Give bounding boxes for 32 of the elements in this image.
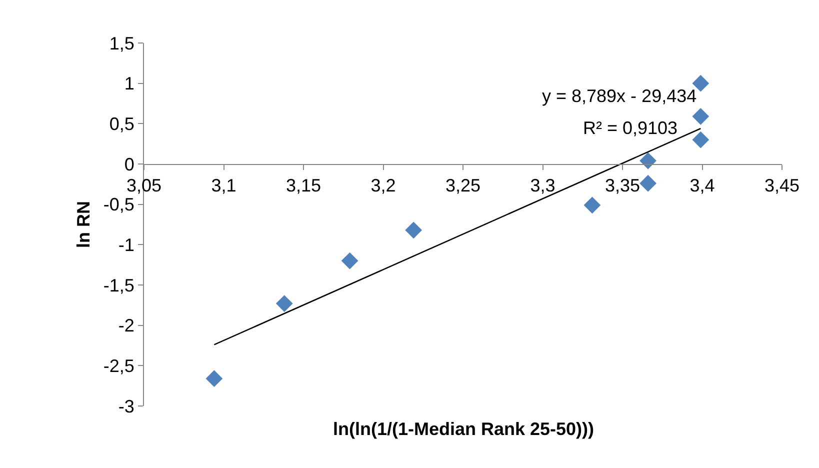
point	[341, 252, 358, 270]
y-tick-label: 0,5	[109, 114, 134, 134]
annotation: y = 8,789x - 29,434	[542, 86, 697, 106]
annotation: R² = 0,9103	[583, 118, 678, 138]
x-tick-label: 3,2	[370, 176, 396, 196]
x-tick-label: 3,4	[690, 176, 715, 196]
x-tick-label: 3,25	[445, 176, 481, 196]
x-tick-label: 3,45	[764, 176, 800, 196]
y-tick-label: -0,5	[103, 194, 134, 215]
y-tick-label: 1	[124, 74, 134, 94]
y-tick-label: 0	[124, 154, 134, 174]
point	[584, 196, 601, 214]
y-axis-title: ln RN	[74, 201, 94, 248]
point	[405, 222, 422, 239]
x-tick-label: 3,35	[604, 176, 640, 196]
x-tick-label: 3,15	[286, 176, 322, 196]
y-tick-label: -3	[118, 396, 134, 416]
y-tick-label: -1	[118, 234, 134, 255]
y-tick-label: -1,5	[103, 275, 134, 296]
point	[640, 174, 656, 192]
y-tick-label: -2,5	[103, 356, 134, 376]
y-tick-label: -2	[118, 316, 134, 336]
x-tick-label: 3,1	[211, 176, 236, 196]
x-tick-label: 3,05	[126, 176, 162, 196]
point	[276, 295, 293, 312]
point	[692, 131, 710, 148]
point	[692, 108, 710, 125]
y-tick-label: 1,5	[109, 33, 134, 54]
x-tick-label: 3,3	[530, 176, 556, 196]
x-axis-title: ln(ln(1/(1-Median Rank 25-50)))	[333, 419, 594, 439]
point	[206, 370, 223, 388]
point	[640, 152, 656, 170]
